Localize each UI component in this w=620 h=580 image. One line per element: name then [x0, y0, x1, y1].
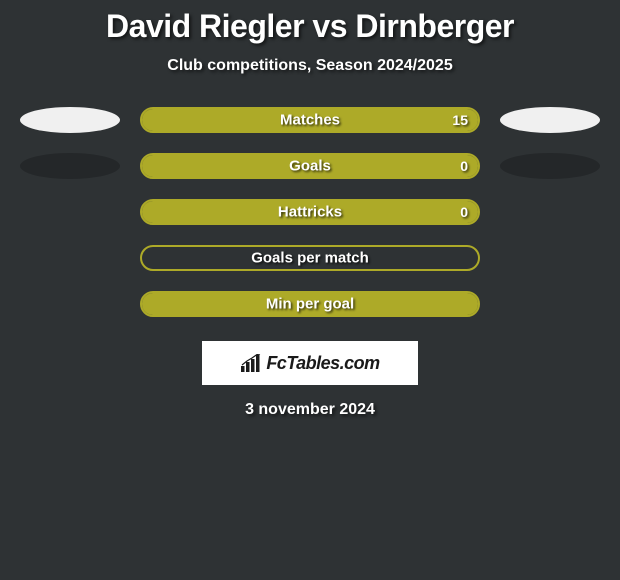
stat-bar: Matches 15	[140, 107, 480, 133]
stat-bar: Min per goal	[140, 291, 480, 317]
bar-wrap: Min per goal	[140, 291, 480, 317]
bar-wrap: Goals per match	[140, 245, 480, 271]
main-container: David Riegler vs Dirnberger Club competi…	[0, 0, 620, 427]
stat-row: Min per goal	[0, 291, 620, 317]
logo-text: FcTables.com	[266, 353, 379, 374]
stat-bar: Goals per match	[140, 245, 480, 271]
bar-label: Hattricks	[278, 204, 342, 221]
bar-wrap: Goals 0	[140, 153, 480, 179]
bar-label: Goals	[289, 158, 331, 175]
stats-rows: Matches 15 Goals 0 Hattricks 0 Goals per match…	[0, 107, 620, 317]
date-label: 3 november 2024	[0, 401, 620, 419]
stat-row: Hattricks 0	[0, 199, 620, 225]
bar-wrap: Hattricks 0	[140, 199, 480, 225]
stat-row: Matches 15	[0, 107, 620, 133]
chart-icon	[240, 354, 262, 372]
logo-box: FcTables.com	[202, 341, 418, 385]
bar-value: 0	[460, 158, 468, 174]
bar-wrap: Matches 15	[140, 107, 480, 133]
bar-value: 0	[460, 204, 468, 220]
page-title: David Riegler vs Dirnberger	[0, 8, 620, 45]
stat-row: Goals per match	[0, 245, 620, 271]
right-ellipse	[500, 153, 600, 179]
left-ellipse	[20, 153, 120, 179]
stat-bar: Hattricks 0	[140, 199, 480, 225]
right-ellipse	[500, 107, 600, 133]
bar-label: Min per goal	[266, 296, 354, 313]
season-subtitle: Club competitions, Season 2024/2025	[0, 57, 620, 75]
bar-label: Goals per match	[251, 250, 369, 267]
bar-label: Matches	[280, 112, 340, 129]
stat-bar: Goals 0	[140, 153, 480, 179]
bar-value: 15	[452, 112, 468, 128]
logo-content: FcTables.com	[240, 353, 379, 374]
left-ellipse	[20, 107, 120, 133]
stat-row: Goals 0	[0, 153, 620, 179]
